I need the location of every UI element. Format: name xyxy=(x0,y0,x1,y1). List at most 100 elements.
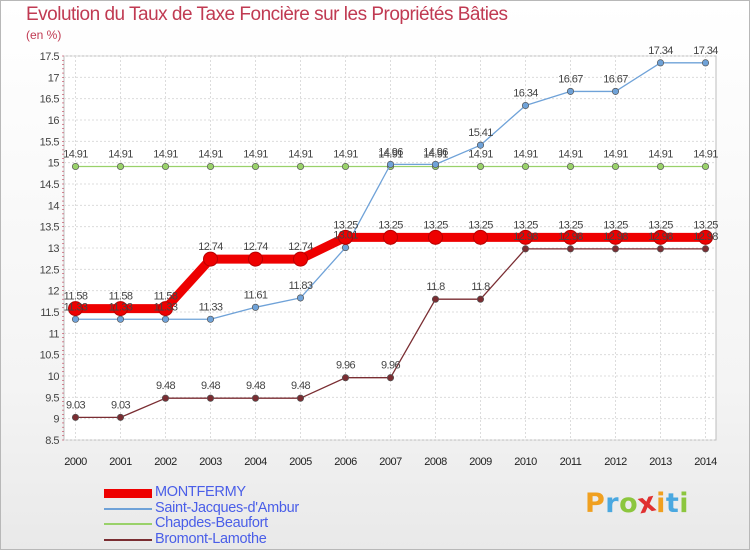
data-label: 16.67 xyxy=(603,73,628,85)
data-label: 16.67 xyxy=(558,73,583,85)
data-label: 11.33 xyxy=(154,301,178,313)
data-point xyxy=(428,229,443,245)
data-label: 9.96 xyxy=(381,360,400,372)
data-label: 13.25 xyxy=(333,219,358,231)
data-point xyxy=(518,229,533,245)
data-point xyxy=(566,245,575,253)
x-tick-label: 2003 xyxy=(199,456,222,468)
data-label: 14.91 xyxy=(693,149,718,161)
data-point xyxy=(113,301,128,317)
data-point xyxy=(341,244,350,252)
data-label: 9.48 xyxy=(201,380,220,392)
data-point xyxy=(386,374,395,382)
logo-letter: r xyxy=(605,488,620,519)
y-tick-label: 13.5 xyxy=(40,222,60,234)
logo-letter: o xyxy=(619,488,639,519)
data-label: 11.83 xyxy=(289,280,313,292)
data-label: 11.8 xyxy=(471,281,490,293)
data-label: 9.03 xyxy=(111,399,130,411)
data-point xyxy=(701,245,710,253)
y-tick-label: 16.5 xyxy=(40,94,60,106)
data-label: 12.98 xyxy=(558,231,583,243)
data-point xyxy=(653,229,668,245)
data-point xyxy=(476,162,485,171)
data-label: 11.33 xyxy=(109,301,133,313)
y-tick-label: 15.5 xyxy=(40,136,60,148)
legend-swatch xyxy=(104,488,152,498)
data-point xyxy=(116,162,125,171)
data-point xyxy=(161,162,170,171)
data-label: 16.34 xyxy=(513,87,538,99)
data-label: 14.91 xyxy=(198,149,223,161)
data-point xyxy=(521,101,530,110)
data-label: 14.91 xyxy=(243,149,268,161)
data-point xyxy=(656,162,665,171)
data-label: 13.25 xyxy=(558,219,583,231)
data-point xyxy=(701,59,710,67)
data-point xyxy=(68,301,83,317)
data-point xyxy=(611,87,620,95)
data-label: 13.25 xyxy=(693,219,718,231)
data-point xyxy=(71,162,80,171)
data-point xyxy=(206,315,215,323)
legend-label: Saint-Jacques-d'Ambur xyxy=(155,499,299,516)
x-tick-label: 2014 xyxy=(694,456,717,468)
data-label: 14.91 xyxy=(648,149,673,161)
data-point xyxy=(656,245,665,253)
y-tick-label: 9.5 xyxy=(45,392,59,404)
data-point xyxy=(341,162,350,171)
x-tick-label: 2005 xyxy=(289,456,312,468)
data-label: 12.98 xyxy=(648,231,673,243)
data-label: 9.03 xyxy=(66,399,85,411)
data-point xyxy=(203,251,218,267)
data-label: 11.58 xyxy=(154,291,178,303)
data-label: 13.25 xyxy=(648,219,673,231)
data-point xyxy=(656,59,665,67)
logo-letter: i xyxy=(679,488,690,519)
data-label: 12.74 xyxy=(288,241,313,253)
data-point xyxy=(116,413,125,421)
data-point xyxy=(611,162,620,171)
y-tick-label: 17.5 xyxy=(40,51,60,63)
data-label: 9.48 xyxy=(246,380,265,392)
data-label: 11.33 xyxy=(64,301,88,313)
data-point xyxy=(251,303,260,311)
y-tick-label: 13 xyxy=(48,243,60,255)
data-point xyxy=(698,229,713,245)
data-label: 17.34 xyxy=(648,45,673,57)
x-tick-label: 2002 xyxy=(154,456,177,468)
data-label: 9.96 xyxy=(336,360,355,372)
data-label: 11.58 xyxy=(64,291,88,303)
data-label: 9.48 xyxy=(291,380,310,392)
legend-swatch xyxy=(104,538,152,541)
x-tick-label: 2010 xyxy=(514,456,537,468)
data-point xyxy=(293,251,308,267)
y-tick-label: 11 xyxy=(49,328,60,340)
x-tick-label: 2007 xyxy=(379,456,402,468)
y-tick-label: 12.5 xyxy=(40,264,60,276)
data-label: 12.98 xyxy=(513,231,538,243)
x-tick-label: 2006 xyxy=(334,456,357,468)
y-tick-label: 14.5 xyxy=(40,179,60,191)
data-label: 14.91 xyxy=(288,149,313,161)
data-point xyxy=(473,229,488,245)
y-tick-label: 12 xyxy=(48,286,60,298)
data-label: 13.25 xyxy=(378,219,403,231)
data-label: 14.96 xyxy=(378,146,403,158)
data-label: 11.58 xyxy=(109,291,133,303)
data-point xyxy=(566,87,575,95)
y-tick-label: 16 xyxy=(48,115,60,127)
data-point xyxy=(476,141,485,149)
data-label: 14.91 xyxy=(378,149,403,161)
data-label: 11.61 xyxy=(244,289,268,301)
data-label: 14.91 xyxy=(558,149,583,161)
data-point xyxy=(71,315,80,323)
data-point xyxy=(566,162,575,171)
data-label: 13.25 xyxy=(468,219,493,231)
data-label: 11.33 xyxy=(199,301,223,313)
x-tick-label: 2008 xyxy=(424,456,447,468)
logo-letter: P xyxy=(585,488,606,519)
data-point xyxy=(71,413,80,421)
x-tick-label: 2013 xyxy=(649,456,672,468)
data-point xyxy=(206,394,215,402)
